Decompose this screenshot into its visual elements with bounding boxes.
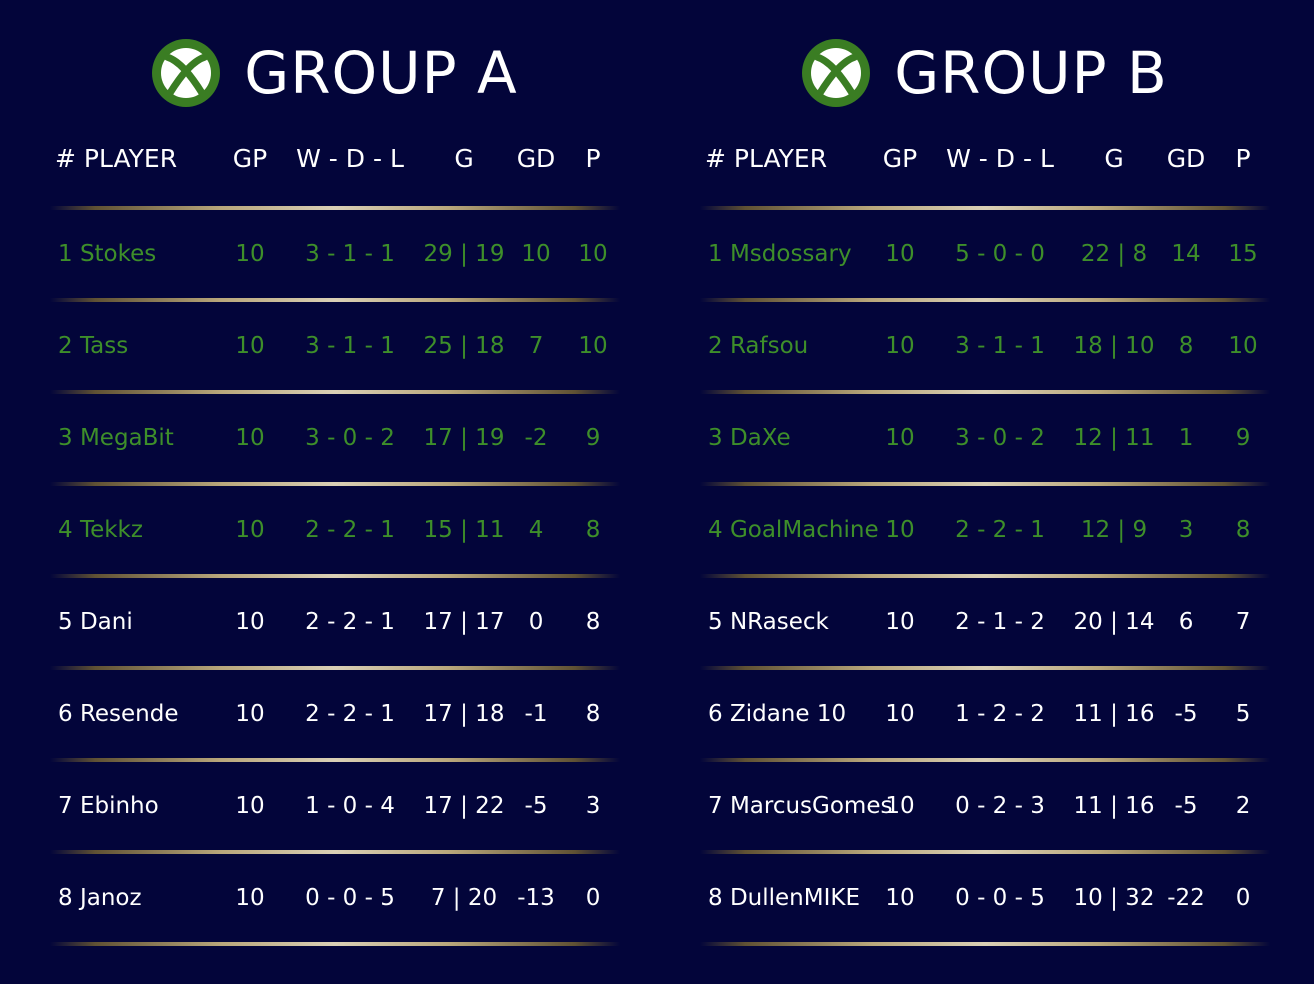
table-header-row: # PLAYER GP W - D - L G GD P (705, 144, 1251, 173)
row-divider (50, 666, 620, 670)
player-name: 8 Janoz (58, 885, 142, 911)
row-divider (700, 206, 1270, 210)
table-row: 4 Tekkz 10 2 - 2 - 1 15 | 11 4 8 (58, 517, 601, 543)
player-name: 5 Dani (58, 609, 133, 635)
row-divider (700, 850, 1270, 854)
row-divider (50, 298, 620, 302)
table-row: 8 DullenMIKE 10 0 - 0 - 5 10 | 32 -22 0 (708, 885, 1251, 911)
table-row: 7 Ebinho 10 1 - 0 - 4 17 | 22 -5 3 (58, 793, 601, 819)
row-divider (700, 482, 1270, 486)
table-row: 3 MegaBit 10 3 - 0 - 2 17 | 19 -2 9 (58, 425, 601, 451)
row-divider (50, 850, 620, 854)
xbox-logo-icon (802, 39, 871, 107)
player-name: 1 Msdossary (708, 241, 852, 267)
table-row: 2 Tass 10 3 - 1 - 1 25 | 18 7 10 (58, 333, 608, 359)
player-name: 6 Zidane 10 (708, 701, 847, 727)
table-row: 1 Stokes 10 3 - 1 - 1 29 | 19 10 10 (58, 241, 608, 267)
player-name: 3 MegaBit (58, 425, 174, 451)
player-name: 7 Ebinho (58, 793, 159, 819)
row-divider (50, 390, 620, 394)
group-b-table: GROUP B # PLAYER GP W - D - L G GD P 1 M… (700, 0, 1270, 984)
group-a-table: GROUP A # PLAYER GP W - D - L G GD P 1 S… (50, 0, 620, 984)
table-row: 3 DaXe 10 3 - 0 - 2 12 | 11 1 9 (708, 425, 1251, 451)
column-header-player: # PLAYER (55, 144, 178, 173)
xbox-logo-icon (152, 39, 221, 107)
table-row: 7 MarcusGomes 10 0 - 2 - 3 11 | 16 -5 2 (708, 793, 1251, 819)
row-divider (700, 298, 1270, 302)
table-row: 1 Msdossary 10 5 - 0 - 0 22 | 8 14 15 (708, 241, 1258, 267)
row-divider (50, 758, 620, 762)
player-name: 1 Stokes (58, 241, 157, 267)
row-divider (700, 666, 1270, 670)
player-name: 4 Tekkz (58, 517, 143, 543)
player-name: 8 DullenMIKE (708, 885, 860, 911)
row-divider (50, 482, 620, 486)
player-name: 5 NRaseck (708, 609, 829, 635)
table-row: 6 Zidane 10 10 1 - 2 - 2 11 | 16 -5 5 (708, 701, 1251, 727)
player-name: 6 Resende (58, 701, 179, 727)
row-divider (50, 574, 620, 578)
group-b-header: GROUP B (700, 38, 1270, 108)
player-name: 4 GoalMachine (708, 517, 879, 543)
player-name: 7 MarcusGomes (708, 793, 893, 819)
table-row: 5 NRaseck 10 2 - 1 - 2 20 | 14 6 7 (708, 609, 1251, 635)
player-name: 2 Rafsou (708, 333, 809, 359)
row-divider (700, 758, 1270, 762)
player-name: 2 Tass (58, 333, 129, 359)
group-a-header: GROUP A (50, 38, 620, 108)
row-divider (700, 942, 1270, 946)
row-divider (50, 206, 620, 210)
table-row: 6 Resende 10 2 - 2 - 1 17 | 18 -1 8 (58, 701, 601, 727)
table-row: 5 Dani 10 2 - 2 - 1 17 | 17 0 8 (58, 609, 601, 635)
table-header-row: # PLAYER GP W - D - L G GD P (55, 144, 601, 173)
row-divider (700, 574, 1270, 578)
table-row: 2 Rafsou 10 3 - 1 - 1 18 | 10 8 10 (708, 333, 1258, 359)
player-name: 3 DaXe (708, 425, 791, 451)
column-header-player: # PLAYER (705, 144, 828, 173)
row-divider (50, 942, 620, 946)
group-title: GROUP A (244, 39, 518, 107)
row-divider (700, 390, 1270, 394)
group-title: GROUP B (894, 39, 1168, 107)
